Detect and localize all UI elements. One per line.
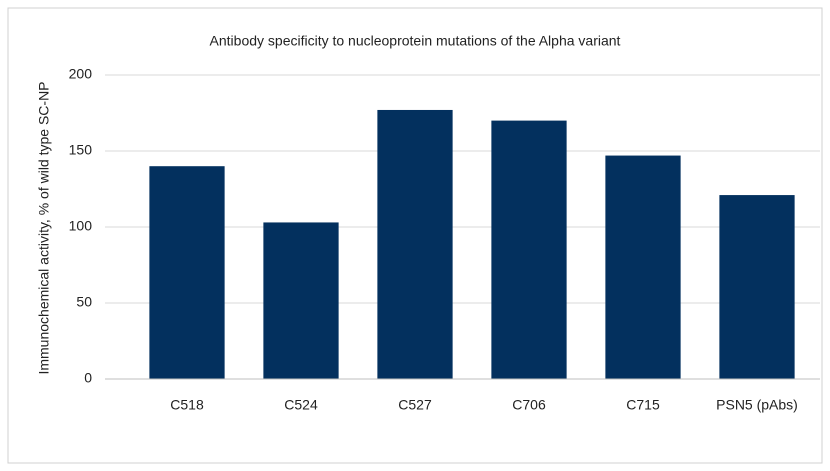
x-tick-label: C527 [398, 397, 432, 413]
x-tick-label: C706 [512, 397, 546, 413]
bar [605, 155, 681, 379]
x-tick-label: PSN5 (pAbs) [716, 397, 798, 413]
bar [491, 120, 567, 379]
x-tick-label: C524 [284, 397, 318, 413]
x-tick-label: C715 [626, 397, 660, 413]
x-tick-label: C518 [170, 397, 204, 413]
y-tick-label: 150 [69, 142, 93, 158]
bar [719, 195, 795, 379]
bar [149, 166, 225, 379]
y-tick-label: 50 [76, 294, 92, 310]
y-tick-label: 100 [69, 218, 93, 234]
bar [263, 222, 339, 379]
y-tick-label: 200 [69, 66, 93, 82]
y-tick-label: 0 [84, 370, 92, 386]
chart-title: Antibody specificity to nucleoprotein mu… [210, 33, 621, 49]
y-axis-label: Immunochemical activity, % of wild type … [36, 81, 52, 374]
bar [377, 109, 453, 380]
